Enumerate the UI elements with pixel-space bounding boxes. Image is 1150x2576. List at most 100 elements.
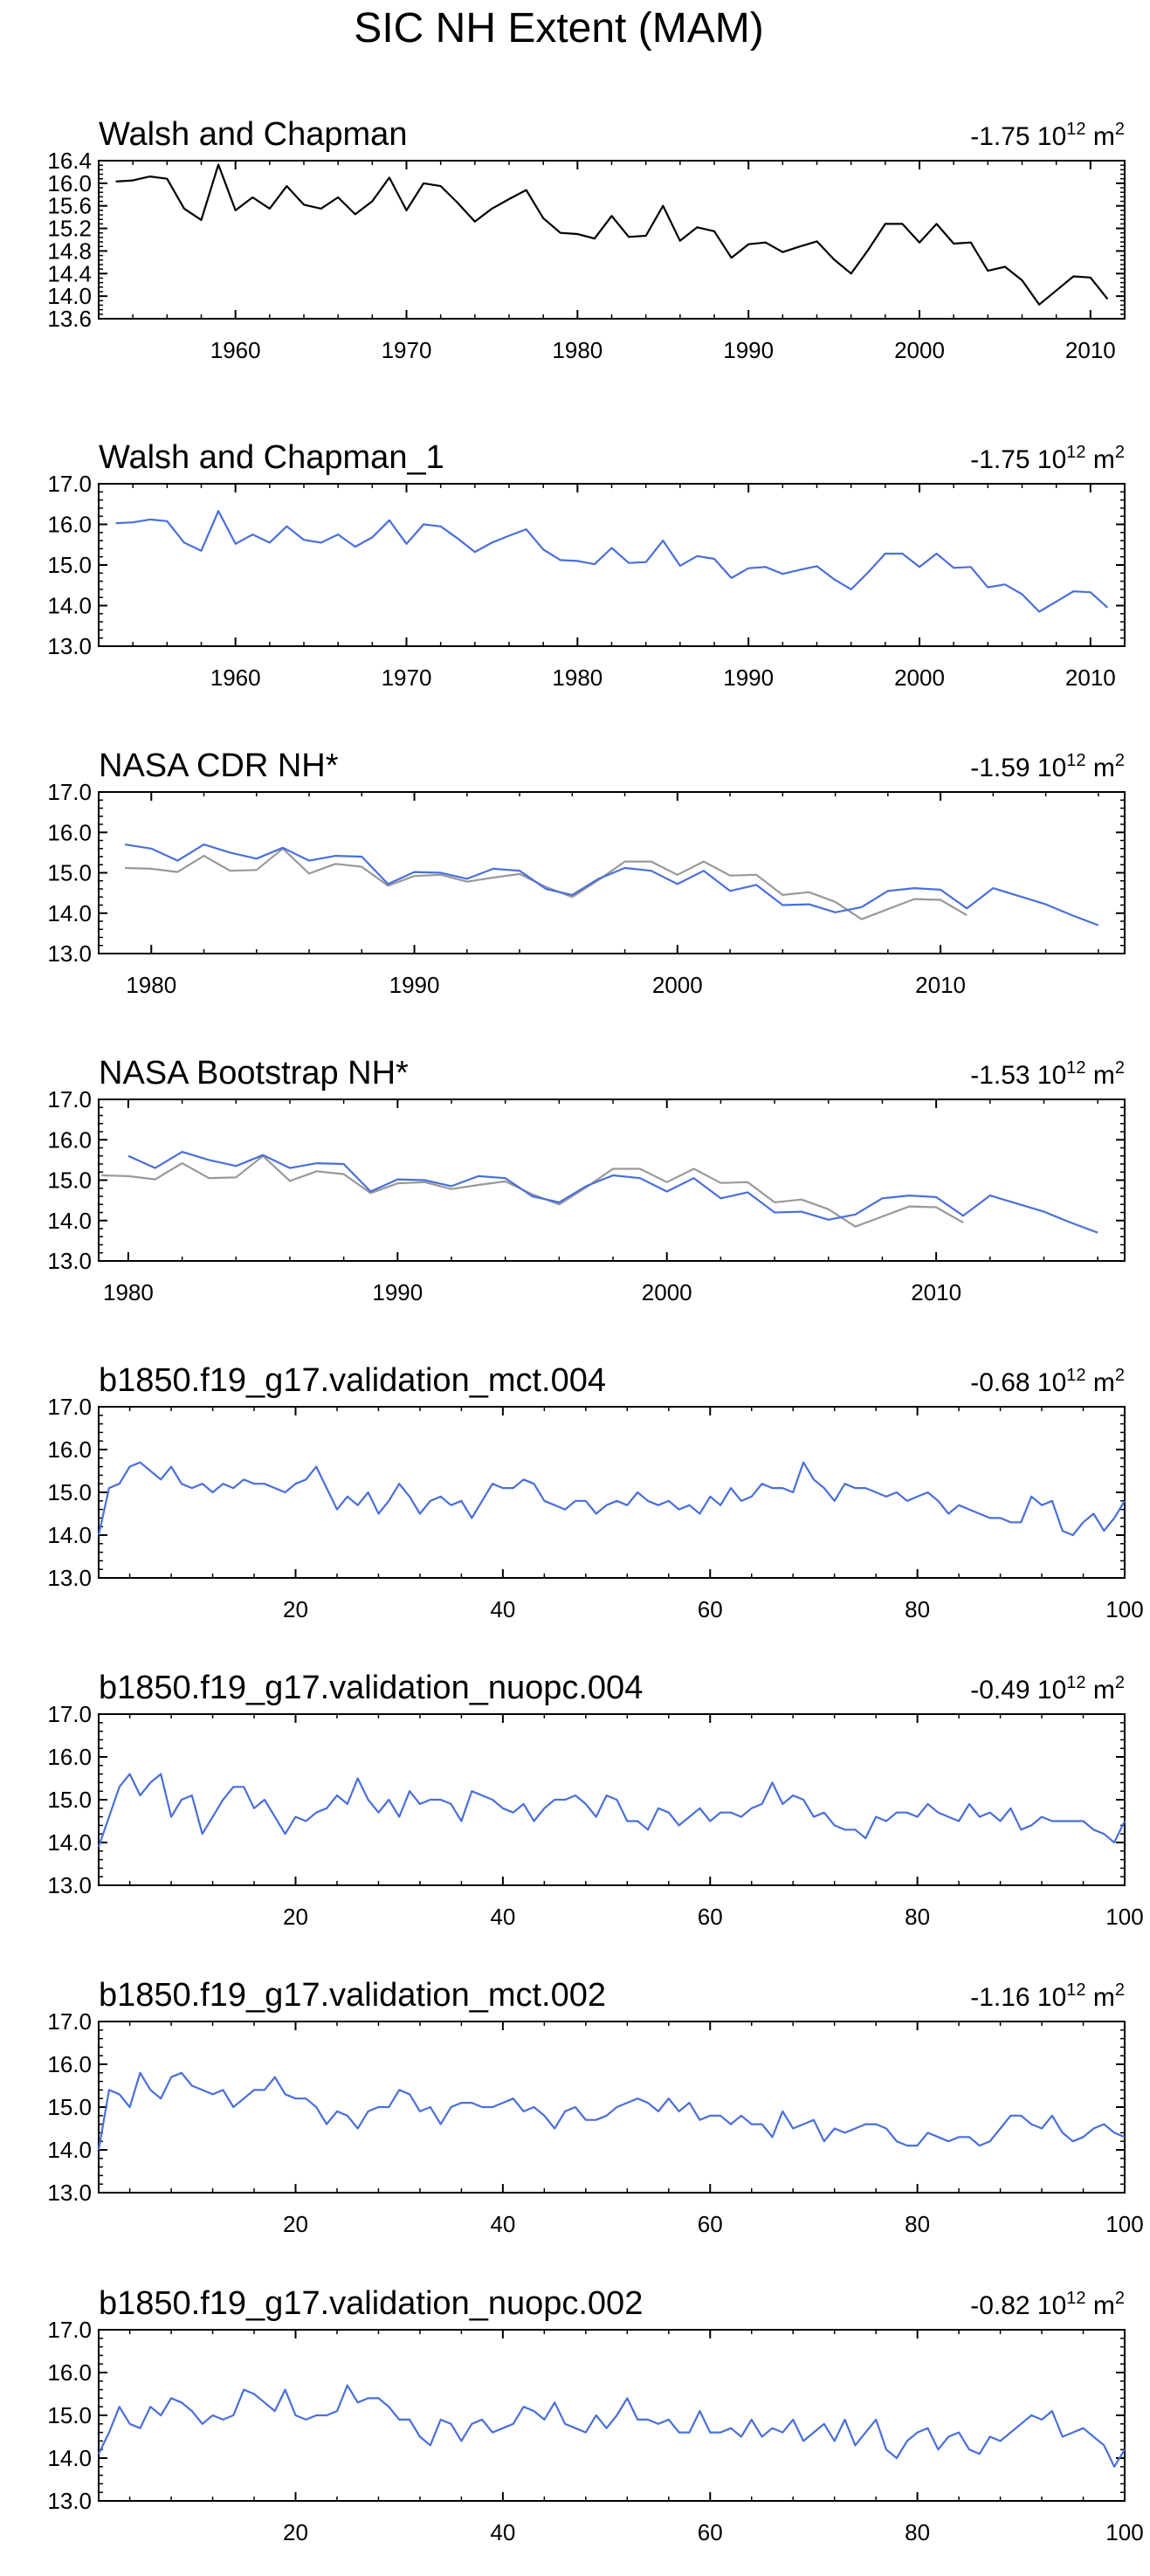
y-tick-label: 13.0 <box>47 1872 92 1898</box>
y-tick-label: 15.2 <box>47 216 92 242</box>
y-tick-label: 17.0 <box>47 1086 92 1112</box>
trend-label: -1.59 1012 m2 <box>970 751 1125 782</box>
x-tick-label: 1990 <box>389 972 440 998</box>
x-tick-label: 1980 <box>552 337 603 363</box>
x-tick-label: 100 <box>1105 1596 1143 1622</box>
x-tick-label: 20 <box>283 2519 308 2545</box>
y-tick-label: 13.0 <box>47 1248 92 1274</box>
y-tick-label: 13.0 <box>47 1565 92 1591</box>
y-tick-label: 17.0 <box>47 2317 92 2343</box>
x-tick-label: 100 <box>1105 1904 1143 1930</box>
x-tick-label: 1970 <box>382 665 432 691</box>
panel-6: b1850.f19_g17.validation_nuopc.004 -0.49 … <box>47 1670 1143 1930</box>
x-tick-label: 1980 <box>552 665 603 691</box>
panel-7: b1850.f19_g17.validation_mct.002 -1.16 10… <box>47 1977 1143 2237</box>
plot-frame <box>98 2021 1126 2194</box>
y-tick-label: 17.0 <box>47 779 92 805</box>
panel-title: NASA Bootstrap NH* <box>99 1055 409 1092</box>
y-tick-label: 16.0 <box>47 170 92 196</box>
panel-title: Walsh and Chapman <box>99 116 407 153</box>
panel-title: b1850.f19_g17.validation_nuopc.002 <box>99 2285 643 2322</box>
panels: Walsh and Chapman -1.75 1012 m213.614.014… <box>47 116 1143 2545</box>
plot-frame <box>98 1406 1126 1579</box>
x-tick-label: 1990 <box>723 665 774 691</box>
x-tick-label: 1990 <box>723 337 774 363</box>
plot-frame <box>98 483 1126 647</box>
y-tick-label: 14.8 <box>47 238 92 264</box>
panel-3: NASA CDR NH* -1.59 1012 m2 13.0 14.0 15.0 16.… <box>47 747 1126 998</box>
series-line-1 <box>115 163 1109 306</box>
x-tick-label: 80 <box>905 1596 930 1622</box>
x-tick-label: 80 <box>905 2211 930 2237</box>
series-line-1 <box>98 2384 1126 2468</box>
panel-title: b1850.f19_g17.validation_mct.004 <box>99 1362 606 1399</box>
x-tick-label: 20 <box>283 2211 308 2237</box>
plot-frame <box>98 1099 1126 1262</box>
y-tick-label: 17.0 <box>47 2008 92 2035</box>
y-tick-label: 17.0 <box>47 471 92 497</box>
y-tick-label: 13.0 <box>47 2488 92 2514</box>
y-tick-label: 14.0 <box>47 593 92 619</box>
x-tick-label: 2010 <box>1065 337 1116 363</box>
y-tick-label: 15.0 <box>47 1167 92 1194</box>
trend-label: -1.75 1012 m2 <box>970 120 1125 151</box>
x-tick-label: 80 <box>905 1904 930 1930</box>
trend-label: -0.82 1012 m2 <box>970 2289 1125 2320</box>
x-tick-label: 60 <box>698 2211 723 2237</box>
y-tick-label: 16.0 <box>47 512 92 538</box>
trend-label: -1.53 1012 m2 <box>970 1058 1125 1090</box>
series-line-2 <box>124 843 1099 926</box>
x-tick-label: 2000 <box>652 972 703 998</box>
x-tick-label: 60 <box>698 1596 723 1622</box>
trend-label: -1.75 1012 m2 <box>970 443 1125 474</box>
y-tick-label: 17.0 <box>47 1701 92 1727</box>
y-tick-label: 14.0 <box>47 900 92 926</box>
y-tick-label: 14.0 <box>47 2445 92 2471</box>
panel-title: b1850.f19_g17.validation_mct.002 <box>99 1977 606 2014</box>
y-tick-label: 13.0 <box>47 633 92 659</box>
y-tick-label: 16.0 <box>47 2359 92 2386</box>
x-tick-label: 40 <box>490 2211 515 2237</box>
y-tick-label: 14.0 <box>47 1829 92 1856</box>
y-tick-label: 15.0 <box>47 552 92 578</box>
y-tick-label: 17.0 <box>47 1394 92 1420</box>
panel-2: Walsh and Chapman_1 -1.75 1012 m2 13.0 14.0… <box>47 439 1126 691</box>
panel-4: NASA Bootstrap NH* -1.53 1012 m2 13.0 14.0 1… <box>47 1055 1126 1305</box>
plot-frame <box>98 160 1126 320</box>
x-tick-label: 60 <box>698 2519 723 2545</box>
y-tick-label: 15.0 <box>47 860 92 886</box>
main-title: SIC NH Extent (MAM) <box>354 5 763 52</box>
panel-title: NASA CDR NH* <box>99 747 339 784</box>
trend-label: -1.16 1012 m2 <box>970 1980 1125 2012</box>
y-tick-label: 15.0 <box>47 2402 92 2428</box>
series-line-1 <box>97 1461 1126 1537</box>
x-tick-label: 2000 <box>642 1279 692 1305</box>
trend-label: -0.68 1012 m2 <box>970 1366 1125 1397</box>
x-tick-label: 1990 <box>372 1279 423 1305</box>
x-tick-label: 2000 <box>894 337 945 363</box>
y-tick-label: 16.0 <box>47 1744 92 1770</box>
y-tick-label: 15.0 <box>47 1787 92 1813</box>
x-tick-label: 2000 <box>894 665 945 691</box>
x-tick-label: 100 <box>1105 2211 1143 2237</box>
y-tick-label: 15.0 <box>47 2094 92 2120</box>
x-tick-label: 2010 <box>1065 665 1116 691</box>
y-tick-label: 15.0 <box>47 1479 92 1505</box>
y-tick-label: 14.0 <box>47 1208 92 1234</box>
series-line-1 <box>115 510 1109 613</box>
y-tick-label: 13.0 <box>47 2180 92 2206</box>
x-tick-label: 1980 <box>126 972 176 998</box>
series-line-1 <box>97 1773 1126 1848</box>
y-tick-label: 16.0 <box>47 1126 92 1153</box>
y-tick-label: 16.0 <box>47 1436 92 1463</box>
y-tick-label: 16.0 <box>47 819 92 845</box>
series-line-2 <box>127 1150 1098 1234</box>
plot-frame <box>98 1713 1126 1886</box>
x-tick-label: 80 <box>905 2519 930 2545</box>
y-tick-label: 14.0 <box>47 2137 92 2163</box>
x-tick-label: 40 <box>490 1596 515 1622</box>
x-tick-label: 2010 <box>915 972 966 998</box>
x-tick-label: 1960 <box>210 665 261 691</box>
y-tick-label: 16.0 <box>47 2051 92 2077</box>
